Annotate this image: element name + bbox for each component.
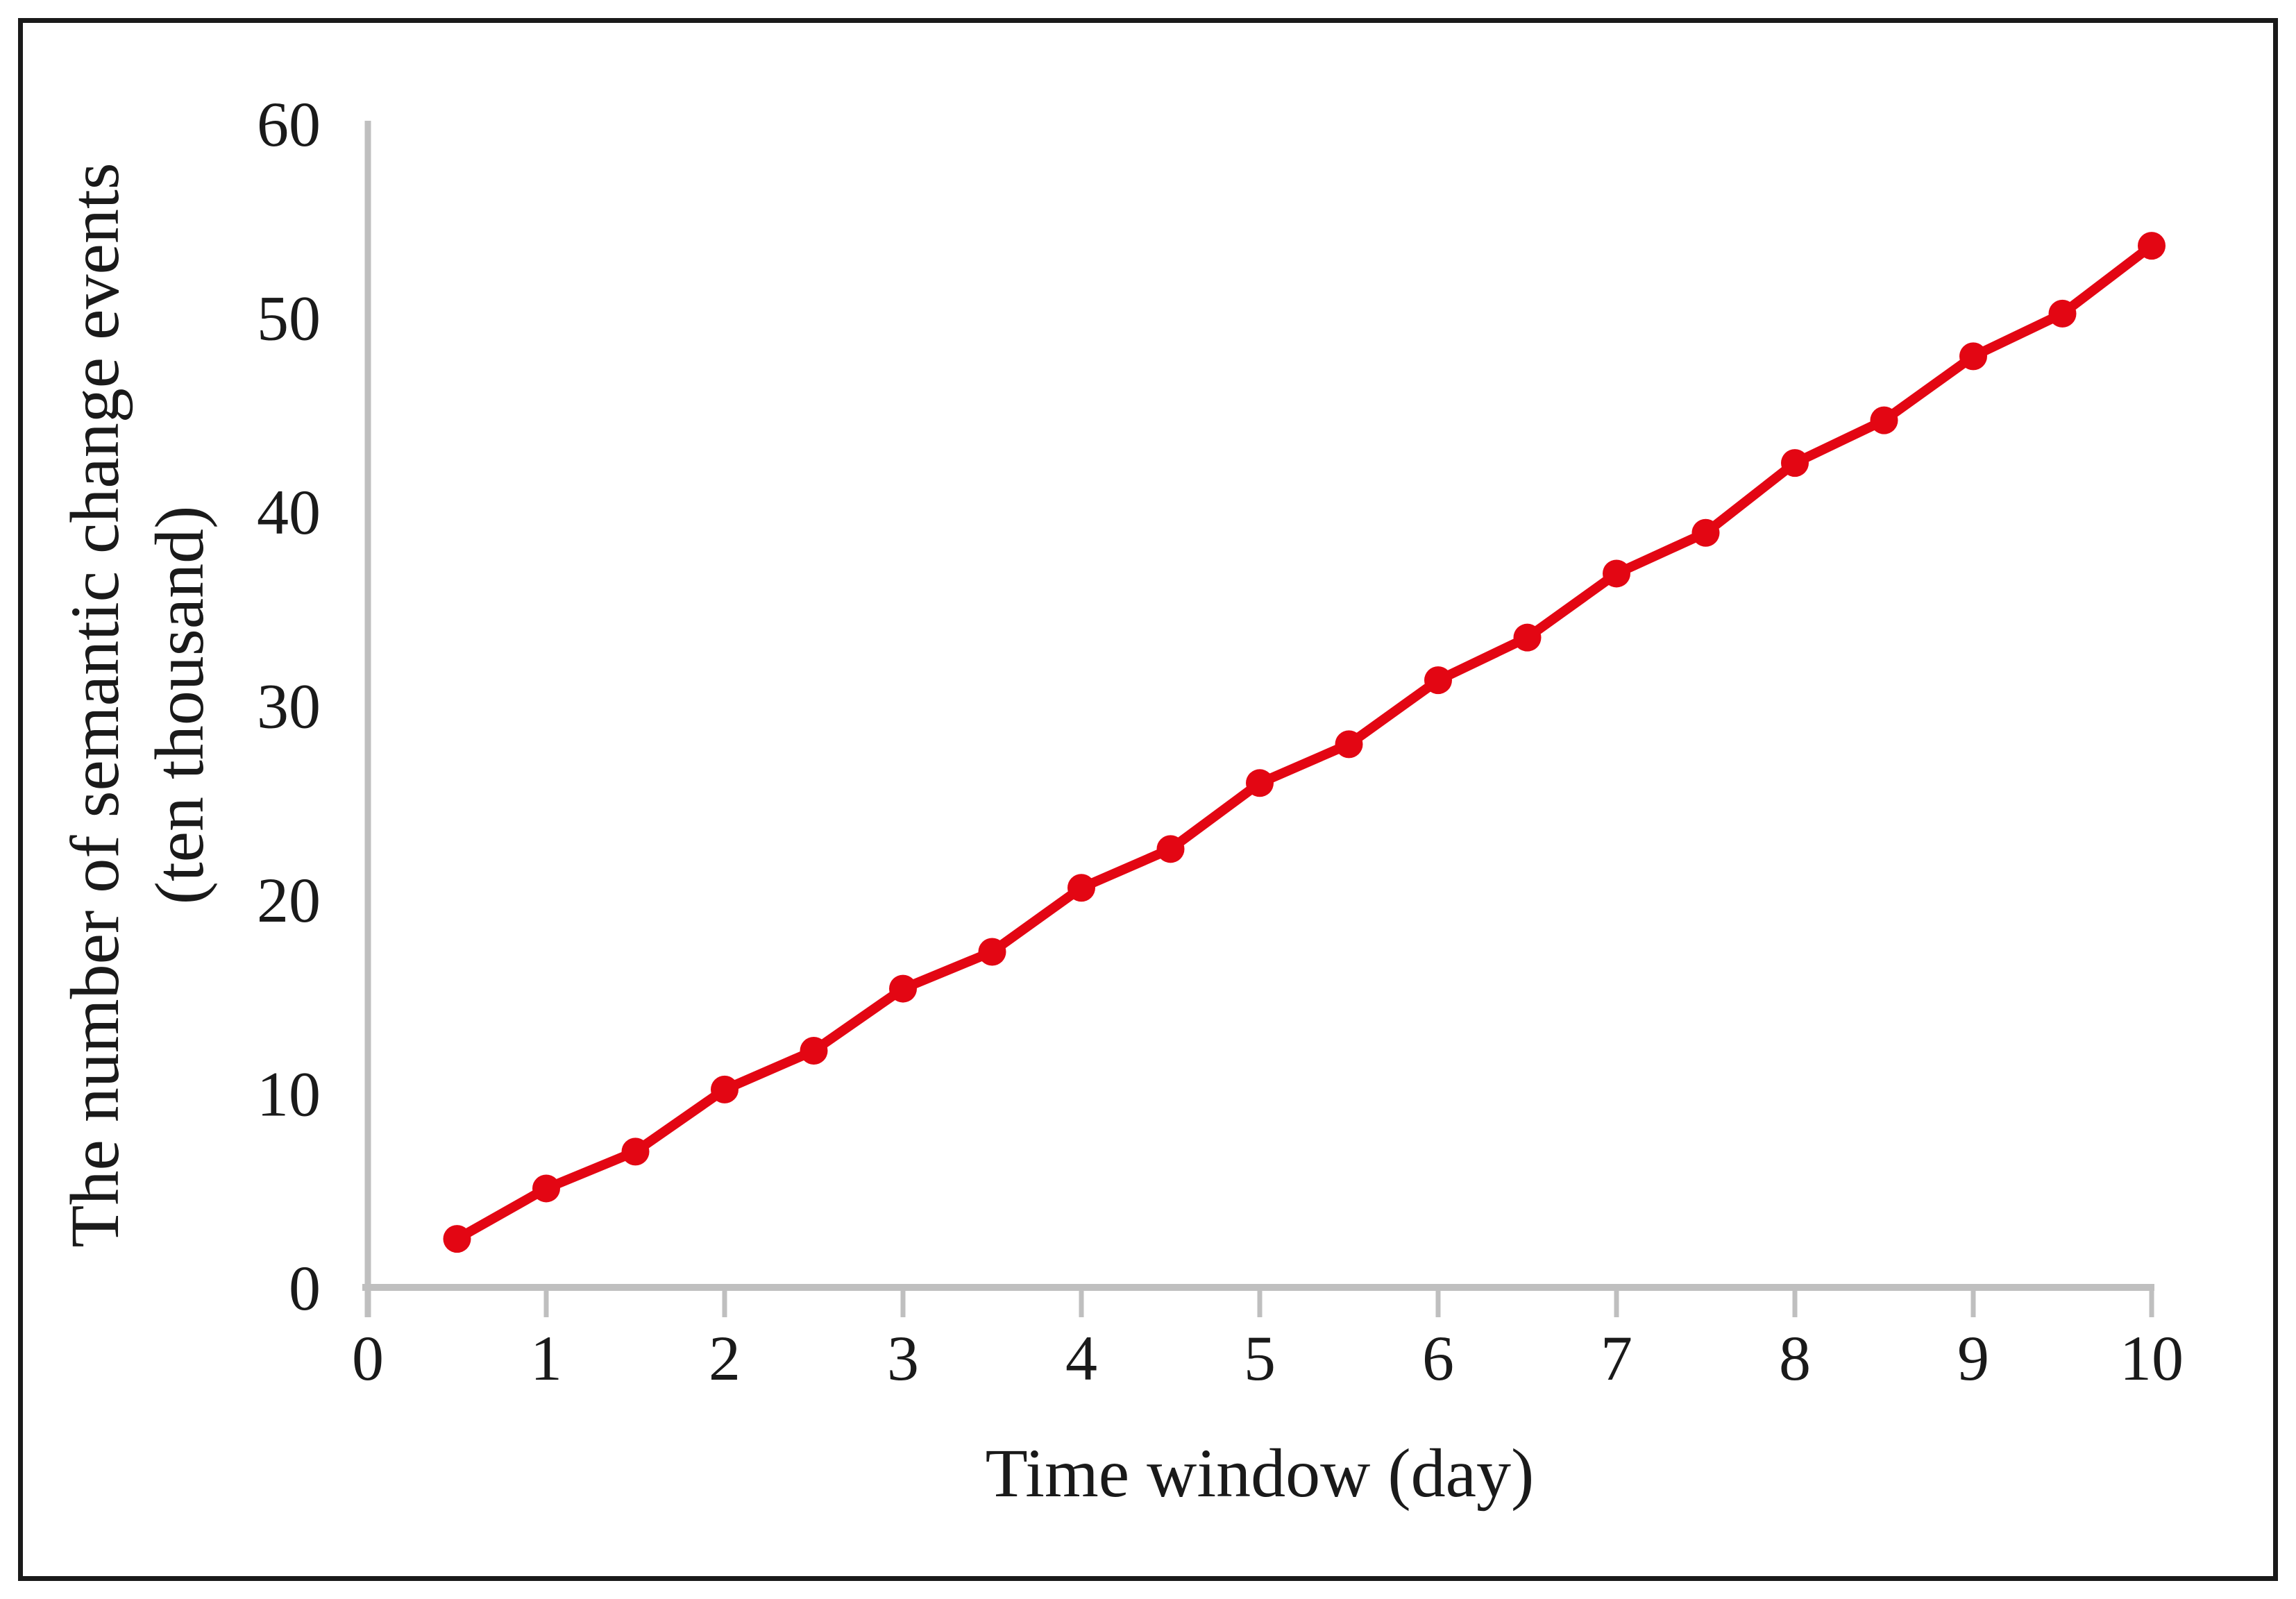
y-tick-label: 30	[257, 671, 321, 742]
y-tick-label: 20	[257, 865, 321, 936]
data-point	[1513, 623, 1542, 652]
x-tick-label: 7	[1601, 1323, 1632, 1394]
y-tick-label: 40	[257, 477, 321, 548]
y-tick-label: 10	[257, 1059, 321, 1130]
data-point	[443, 1225, 471, 1253]
series-markers	[443, 232, 2166, 1253]
data-point	[532, 1174, 560, 1203]
series-semantic-change-events	[443, 232, 2166, 1253]
data-point	[711, 1075, 738, 1103]
x-tick-label: 3	[887, 1323, 919, 1394]
axes	[362, 121, 2154, 1317]
y-tick-label: 60	[257, 89, 321, 160]
data-point	[1603, 559, 1630, 588]
data-point	[1067, 874, 1095, 902]
data-point	[1959, 342, 1987, 371]
data-point	[2138, 232, 2166, 260]
data-point	[889, 974, 917, 1003]
x-tick-label: 5	[1244, 1323, 1276, 1394]
y-tick-label: 50	[257, 283, 321, 354]
data-point	[621, 1137, 650, 1166]
data-point	[978, 938, 1006, 966]
data-point	[800, 1037, 828, 1065]
y-axis-tick-labels: 0 10 20 30 40 50 60	[257, 89, 321, 1323]
y-axis-title-line2: (ten thousand)	[141, 506, 218, 905]
x-axis-tick-labels: 0 1 2 3 4 5 6 7 8 9 10	[352, 1323, 2184, 1394]
x-tick-label: 10	[2120, 1323, 2184, 1394]
data-point	[1424, 666, 1452, 695]
data-point	[1335, 730, 1363, 759]
x-tick-label: 9	[1957, 1323, 1989, 1394]
data-point	[1691, 518, 1720, 547]
data-point	[1246, 769, 1274, 797]
x-tick-label: 8	[1779, 1323, 1811, 1394]
data-point	[1870, 406, 1898, 434]
data-point	[1781, 449, 1809, 477]
x-tick-label: 1	[530, 1323, 562, 1394]
x-tick-label: 4	[1065, 1323, 1097, 1394]
series-line	[452, 241, 2156, 1244]
x-tick-label: 0	[352, 1323, 384, 1394]
x-axis-title: Time window (day)	[986, 1435, 1535, 1512]
data-point	[2048, 299, 2077, 328]
data-point	[1156, 835, 1185, 863]
figure-frame	[18, 18, 2278, 1581]
y-axis-title-line1: The number of semantic change events	[56, 162, 133, 1247]
y-tick-label: 0	[289, 1253, 321, 1323]
x-axis-ticks	[365, 1290, 2154, 1317]
x-tick-label: 6	[1422, 1323, 1454, 1394]
x-tick-label: 2	[709, 1323, 741, 1394]
